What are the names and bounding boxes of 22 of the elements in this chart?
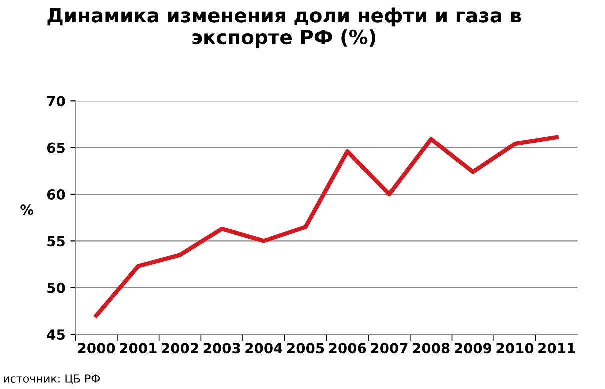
y-tick-label: 50 <box>48 282 66 294</box>
chart-title: Динамика изменения доли нефти и газа в экспорте РФ (%) <box>48 8 522 48</box>
y-axis-title: % <box>20 204 34 216</box>
x-tick-label: 2005 <box>288 343 324 354</box>
x-tick-label: 2011 <box>538 343 576 354</box>
x-tick-label: 2001 <box>120 343 157 354</box>
x-tick-label: 2002 <box>162 343 198 354</box>
y-tick-label: 70 <box>48 96 66 107</box>
y-tick-label: 55 <box>48 236 65 247</box>
y-tick-label: 60 <box>47 189 66 200</box>
x-tick-label: 2009 <box>454 343 492 354</box>
y-tick-label: 45 <box>47 330 65 340</box>
x-tick-label: 2004 <box>246 343 283 354</box>
x-tick-label: 2006 <box>329 343 366 354</box>
x-tick-label: 2000 <box>78 343 116 354</box>
text: источник: ЦБ РФ <box>4 374 100 385</box>
line-series <box>94 135 559 318</box>
x-tick-label: 2008 <box>413 343 450 354</box>
x-tick-label: 2007 <box>371 343 408 354</box>
x-tick-label: 2003 <box>204 343 240 354</box>
x-tick-label: 2010 <box>496 343 534 354</box>
y-tick-label: 65 <box>47 142 65 154</box>
